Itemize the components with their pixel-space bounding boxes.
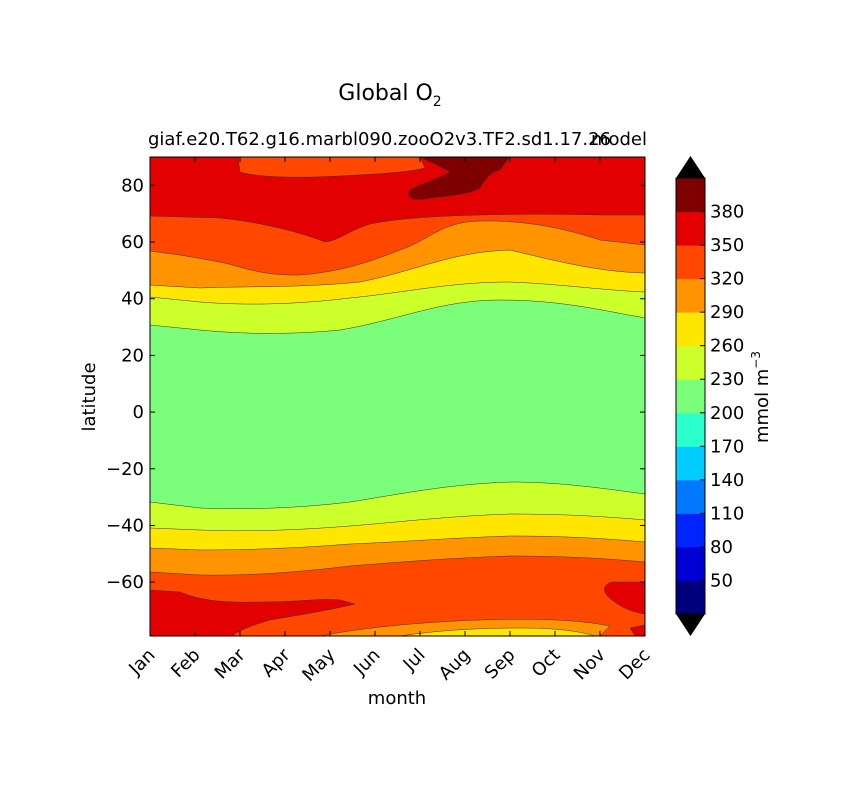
colorbar-swatch — [676, 178, 705, 213]
y-tick-label: −20 — [106, 459, 144, 480]
band-n-380 — [408, 157, 511, 200]
x-tick-label: Jun — [349, 645, 384, 680]
band-s-350-right — [604, 581, 645, 615]
colorbar-swatch — [676, 245, 705, 280]
y-tick-label: 40 — [121, 289, 144, 310]
colorbar-frame — [675, 177, 706, 615]
colorbar-swatch — [676, 446, 705, 481]
colorbar-swatch — [676, 546, 705, 581]
colorbar-tick-label: 80 — [710, 537, 733, 558]
contour-field — [150, 157, 645, 636]
y-tick-label: 80 — [121, 175, 144, 196]
y-tick-label: 20 — [121, 345, 144, 366]
y-tick-label: −40 — [106, 515, 144, 536]
colorbar-extend-low — [676, 614, 705, 636]
x-tick-label: Mar — [211, 644, 250, 683]
colorbar-tick-label: 380 — [710, 202, 744, 223]
x-tick-label: Nov — [570, 644, 610, 684]
colorbar-tick-label: 140 — [710, 470, 744, 491]
colorbar-tick-label: 320 — [710, 269, 744, 290]
colorbar-tick-label: 230 — [710, 369, 744, 390]
colorbar-swatch — [676, 513, 705, 548]
band-n-320-top — [237, 157, 426, 178]
chart-title: Global O2 — [338, 81, 441, 110]
colorbar-label: mmol m−3 — [749, 351, 773, 443]
colorbar-tick-label: 260 — [710, 336, 744, 357]
y-tick-label: 0 — [133, 402, 144, 423]
colorbar-extend-high — [676, 156, 705, 178]
colorbar-swatch — [676, 345, 705, 380]
x-tick-label: Feb — [167, 645, 204, 682]
band-s-260-bottom — [399, 627, 596, 636]
colorbar-swatch — [676, 479, 705, 514]
colorbar-swatch — [676, 211, 705, 246]
colorbar-swatch — [676, 412, 705, 447]
colorbar-tick-label: 290 — [710, 302, 744, 323]
y-axis-label: latitude — [79, 362, 100, 431]
x-tick-label: Sep — [481, 645, 520, 684]
y-tick-label: −60 — [106, 572, 144, 593]
colorbar-swatch — [676, 580, 705, 615]
colorbar-swatch — [676, 312, 705, 347]
colorbar-tick-label: 170 — [710, 436, 744, 457]
y-axis: −60 −40 −20 0 20 40 60 80 — [106, 175, 645, 593]
x-tick-label: Jul — [399, 645, 430, 676]
x-tick-label: Dec — [615, 645, 654, 684]
band-s-350-corner — [629, 624, 645, 636]
colorbar-swatch — [676, 379, 705, 414]
x-axis-label: month — [368, 688, 426, 709]
plot-frame — [149, 156, 646, 637]
colorbar-tick-label: 110 — [710, 503, 744, 524]
x-tick-label: Oct — [528, 645, 565, 682]
x-tick-label: Jan — [124, 645, 159, 680]
x-tick-label: Apr — [258, 644, 295, 681]
x-tick-label: Aug — [435, 645, 475, 685]
x-tick-label: May — [298, 644, 339, 685]
band-n-350 — [150, 157, 645, 243]
chart-subtitle-right: model — [591, 129, 647, 150]
colorbar-tick-label: 350 — [710, 235, 744, 256]
band-s-350-left — [150, 589, 356, 636]
colorbar-tick-label: 200 — [710, 403, 744, 424]
colorbar-swatch — [676, 278, 705, 313]
y-tick-label: 60 — [121, 232, 144, 253]
chart-subtitle-left: giaf.e20.T62.g16.marbl090.zooO2v3.TF2.sd… — [148, 129, 611, 150]
colorbar-tick-label: 50 — [710, 570, 733, 591]
colorbar: 50 80 110 140 170 200 230 260 290 320 350 380 — [675, 156, 744, 636]
